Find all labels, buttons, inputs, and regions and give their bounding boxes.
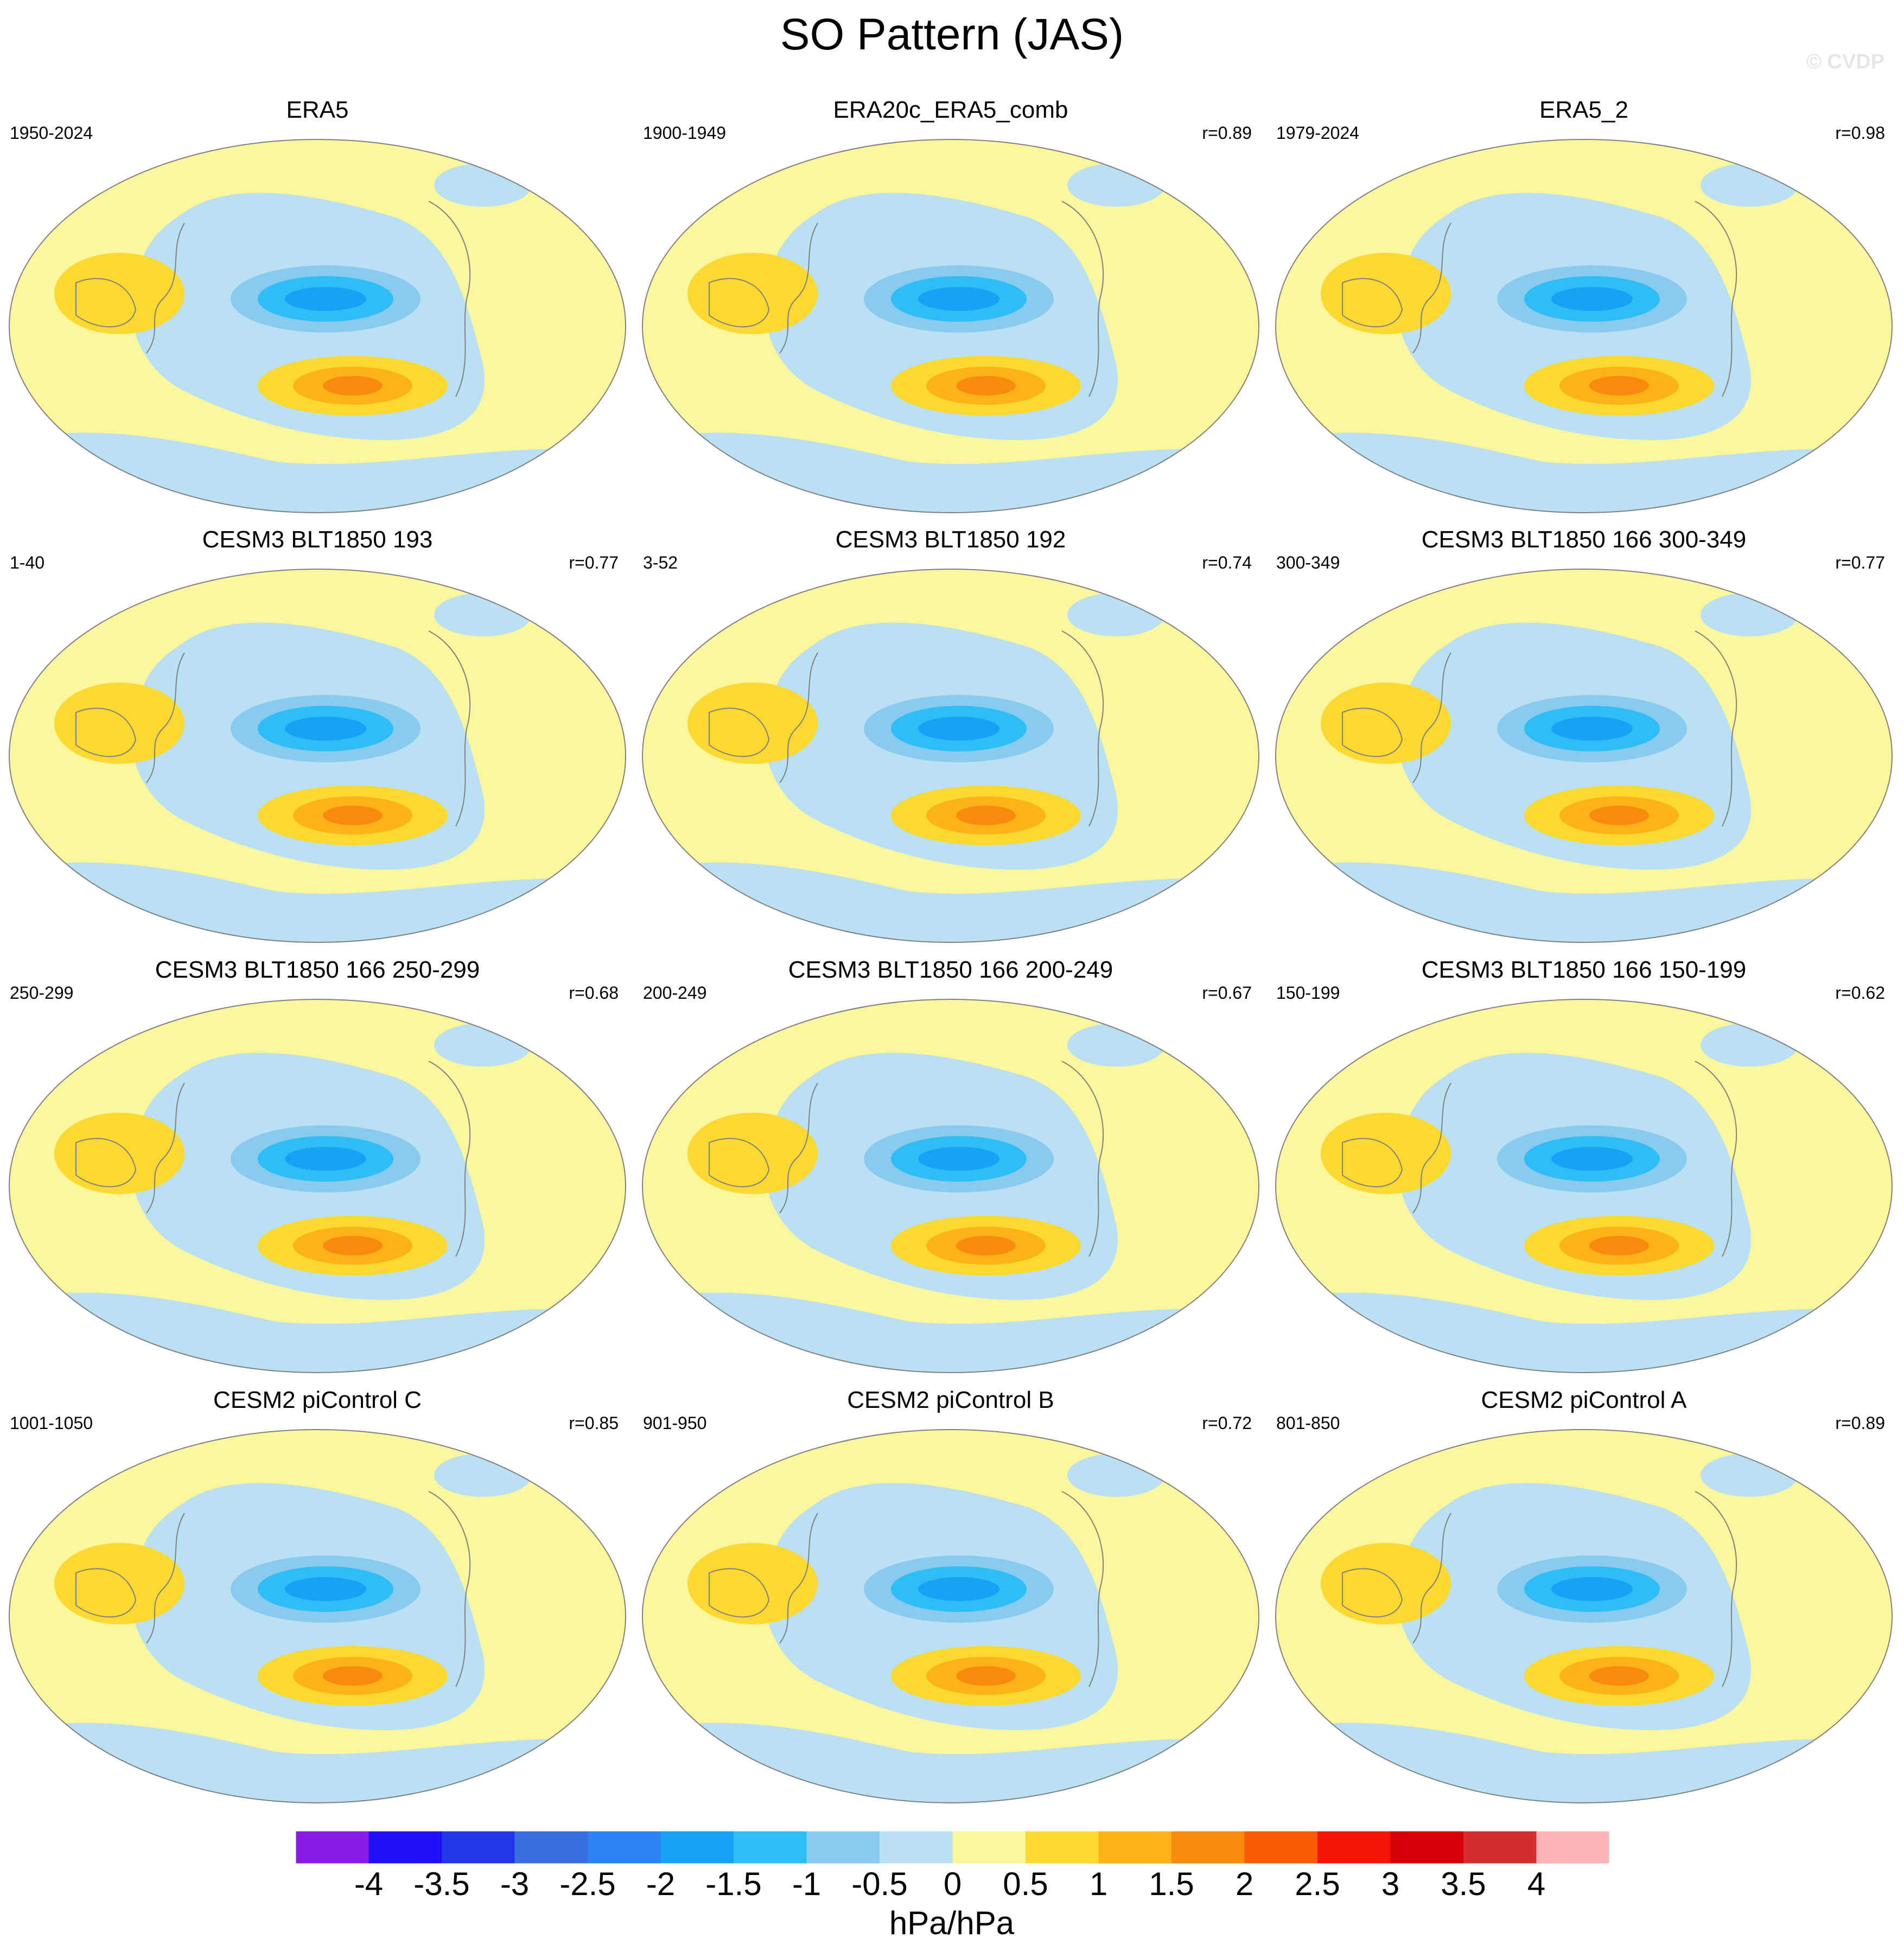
panel-title: ERA5 — [286, 97, 349, 123]
panel-8: CESM3 BLT1850 166 200-249 200-249 r=0.67 — [639, 955, 1263, 1383]
panel-2: ERA20c_ERA5_comb 1900-1949 r=0.89 — [639, 95, 1263, 524]
panel-correlation: r=0.77 — [569, 553, 619, 572]
map-4 — [9, 569, 626, 943]
colorbar-swatch — [1390, 1831, 1463, 1864]
panel-correlation: r=0.74 — [1202, 553, 1252, 572]
panel-6: CESM3 BLT1850 166 300-349 300-349 r=0.77 — [1272, 525, 1896, 953]
panel-12: CESM2 piControl A 801-850 r=0.89 — [1272, 1385, 1896, 1814]
panel-years: 1979-2024 — [1276, 123, 1360, 143]
panel-title: CESM3 BLT1850 166 150-199 — [1421, 956, 1747, 983]
colorbar-swatch — [1171, 1831, 1245, 1864]
colorbar-tick-label: -3 — [500, 1866, 529, 1902]
map-6 — [1275, 569, 1893, 943]
colorbar-tick-label: 1 — [1090, 1866, 1107, 1902]
colorbar-tick-label: 3 — [1381, 1866, 1399, 1902]
map-9 — [1275, 999, 1893, 1373]
colorbar-swatch — [1463, 1831, 1537, 1864]
panel-1: ERA5 1950-2024 — [5, 95, 629, 524]
colorbar-swatch — [1536, 1831, 1609, 1864]
colorbar-swatch — [734, 1831, 807, 1864]
panel-years: 1001-1050 — [10, 1413, 93, 1433]
colorbar-swatch — [806, 1831, 880, 1864]
panel-years: 1900-1949 — [643, 123, 727, 143]
colorbar-tick-label: -0.5 — [851, 1866, 907, 1902]
colorbar-swatch — [1317, 1831, 1391, 1864]
panel-title: CESM3 BLT1850 166 200-249 — [788, 956, 1113, 983]
panel-correlation: r=0.68 — [569, 983, 619, 1003]
panel-title: CESM3 BLT1850 166 250-299 — [155, 956, 480, 983]
colorbar-tick-label: 3.5 — [1441, 1866, 1486, 1902]
colorbar-tick-label: 0.5 — [1003, 1866, 1048, 1902]
colorbar-tick-label: -3.5 — [413, 1866, 469, 1902]
panel-years: 3-52 — [643, 553, 678, 572]
map-7 — [9, 999, 626, 1373]
panel-correlation: r=0.98 — [1835, 123, 1885, 143]
panel-years: 200-249 — [643, 983, 707, 1003]
panel-correlation: r=0.67 — [1202, 983, 1252, 1003]
colorbar-tick-label: -1 — [792, 1866, 821, 1902]
map-3 — [1275, 139, 1893, 513]
panel-years: 300-349 — [1276, 553, 1340, 572]
panel-years: 1-40 — [10, 553, 45, 572]
panel-7: CESM3 BLT1850 166 250-299 250-299 r=0.68 — [5, 955, 629, 1383]
colorbar-tick-label: -1.5 — [705, 1866, 761, 1902]
panel-10: CESM2 piControl C 1001-1050 r=0.85 — [5, 1385, 629, 1814]
panel-years: 150-199 — [1276, 983, 1340, 1003]
panel-correlation: r=0.62 — [1835, 983, 1885, 1003]
panel-correlation: r=0.77 — [1835, 553, 1885, 572]
colorbar-tick-label: -2.5 — [559, 1866, 615, 1902]
panel-title: CESM3 BLT1850 166 300-349 — [1421, 526, 1747, 553]
colorbar-tick-label: -4 — [354, 1866, 383, 1902]
panel-title: ERA5_2 — [1539, 97, 1628, 123]
colorbar-tick-label: 2 — [1236, 1866, 1253, 1902]
panel-title: CESM3 BLT1850 193 — [202, 526, 433, 553]
panel-title: CESM2 piControl C — [213, 1387, 422, 1413]
map-10 — [9, 1429, 626, 1803]
colorbar-tick-label: 0 — [944, 1866, 961, 1902]
map-11 — [642, 1429, 1259, 1803]
watermark: © CVDP — [1806, 50, 1884, 73]
colorbar-swatch — [442, 1831, 515, 1864]
panel-title: CESM2 piControl B — [847, 1387, 1054, 1413]
colorbar-tick-label: 2.5 — [1295, 1866, 1340, 1902]
panel-correlation: r=0.85 — [569, 1413, 619, 1433]
panel-correlation: r=0.89 — [1835, 1413, 1885, 1433]
map-12 — [1275, 1429, 1893, 1803]
colorbar-swatch — [1026, 1831, 1099, 1864]
panel-correlation: r=0.89 — [1202, 123, 1252, 143]
map-5 — [642, 569, 1259, 943]
panel-years: 901-950 — [643, 1413, 707, 1433]
panel-4: CESM3 BLT1850 193 1-40 r=0.77 — [5, 525, 629, 953]
panel-title: ERA20c_ERA5_comb — [833, 97, 1068, 123]
colorbar-swatch — [368, 1831, 442, 1864]
panel-title: CESM2 piControl A — [1481, 1387, 1687, 1413]
colorbar-swatch — [1098, 1831, 1171, 1864]
colorbar-units-label: hPa/hPa — [889, 1905, 1015, 1941]
panel-3: ERA5_2 1979-2024 r=0.98 — [1272, 95, 1896, 524]
colorbar-swatch — [880, 1831, 953, 1864]
panel-years: 1950-2024 — [10, 123, 93, 143]
colorbar-tick-label: -2 — [646, 1866, 675, 1902]
colorbar-swatch — [1244, 1831, 1317, 1864]
panel-9: CESM3 BLT1850 166 150-199 150-199 r=0.62 — [1272, 955, 1896, 1383]
colorbar: -4 -3.5 -3 -2.5 -2 -1.5 -1 -0.5 0 0.5 1 1.5 2 2.5 3 3.5… — [295, 1831, 1610, 1941]
map-8 — [642, 999, 1259, 1373]
colorbar-swatch — [660, 1831, 734, 1864]
main-title: SO Pattern (JAS) — [780, 10, 1124, 59]
panel-11: CESM2 piControl B 901-950 r=0.72 — [639, 1385, 1263, 1814]
panel-title: CESM3 BLT1850 192 — [835, 526, 1066, 553]
panel-5: CESM3 BLT1850 192 3-52 r=0.74 — [639, 525, 1263, 953]
colorbar-swatch — [952, 1831, 1026, 1864]
colorbar-tick-label: 4 — [1527, 1866, 1545, 1902]
panel-years: 250-299 — [10, 983, 74, 1003]
panel-years: 801-850 — [1276, 1413, 1340, 1433]
colorbar-swatch — [296, 1831, 369, 1864]
panel-correlation: r=0.72 — [1202, 1413, 1252, 1433]
map-1 — [9, 139, 626, 513]
colorbar-swatch — [588, 1831, 661, 1864]
colorbar-tick-label: 1.5 — [1149, 1866, 1194, 1902]
colorbar-swatch — [514, 1831, 588, 1864]
map-2 — [642, 139, 1259, 513]
